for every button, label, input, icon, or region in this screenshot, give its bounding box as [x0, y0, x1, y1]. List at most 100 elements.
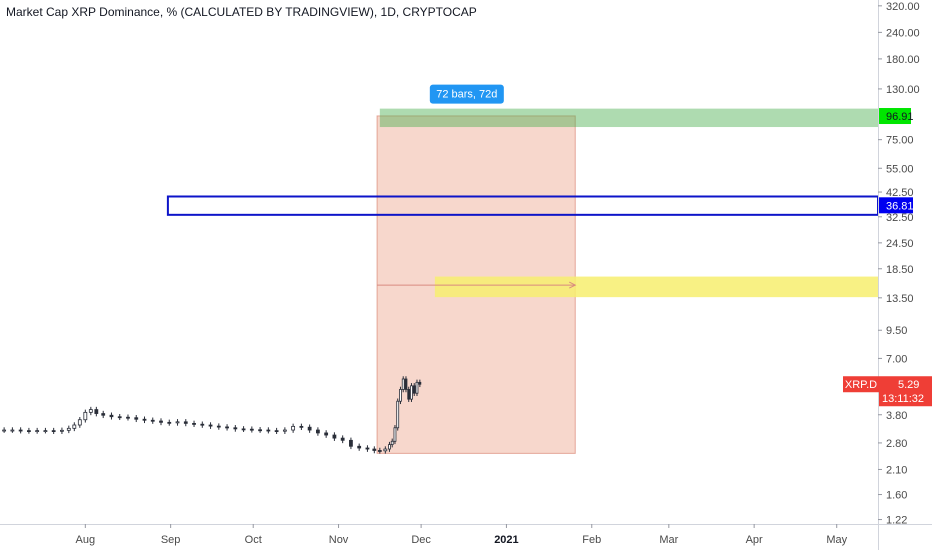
candle-body: [233, 427, 238, 430]
candle: [372, 446, 377, 454]
time-tick-label: Mar: [659, 534, 678, 546]
overlay-labels-layer: 72 bars, 72d: [429, 84, 504, 104]
candle-body: [390, 440, 394, 445]
time-tick-label: Feb: [582, 534, 601, 546]
time-tick-label: Oct: [245, 534, 262, 546]
candle-body: [415, 381, 419, 394]
candle: [117, 413, 122, 421]
date-range-label: 72 bars, 72d: [436, 89, 497, 101]
time-tick-label: Nov: [329, 534, 349, 546]
price-tick-label: 18.50: [886, 264, 914, 276]
last-price-value: 5.29: [898, 379, 919, 391]
candle-body: [159, 420, 163, 423]
candle: [175, 419, 180, 426]
time-tick-label: Aug: [76, 534, 96, 546]
candle: [66, 425, 71, 434]
candle-body: [349, 439, 353, 447]
time-tick-label: Apr: [746, 534, 763, 546]
chart-title: Market Cap XRP Dominance, % (CALCULATED …: [6, 5, 477, 19]
candle-body: [175, 421, 180, 424]
measure-arrow-head: [569, 281, 577, 289]
price-tick-label: 9.50: [886, 325, 907, 337]
price-tick-label: 55.00: [886, 163, 914, 175]
candle-body: [2, 429, 7, 432]
candle: [26, 427, 31, 434]
candle: [291, 423, 296, 433]
candle-body: [66, 427, 71, 431]
candle: [134, 414, 139, 423]
candle-body: [43, 430, 48, 433]
candle-body: [399, 389, 402, 402]
candle-body: [60, 429, 64, 432]
candle: [258, 427, 262, 433]
price-tick-label: 2.10: [886, 464, 907, 476]
candle: [274, 427, 279, 434]
price-tick-label: 1.22: [886, 515, 907, 527]
candle: [390, 438, 394, 448]
price-tick-label: 2.80: [886, 438, 907, 450]
candle: [418, 379, 422, 388]
candle-body: [208, 424, 213, 427]
candle: [72, 422, 77, 432]
candle: [126, 414, 130, 421]
candle-body: [200, 423, 205, 426]
symbol-label-bg: [843, 376, 879, 393]
candle-body: [274, 430, 279, 433]
candle-body: [377, 450, 382, 452]
candle: [349, 437, 353, 450]
time-tick-label: Dec: [411, 534, 431, 546]
candle-body: [324, 432, 329, 436]
candle-body: [94, 409, 99, 414]
candle-body: [383, 448, 388, 452]
candle: [340, 435, 345, 444]
candle: [142, 416, 147, 424]
candle-body: [340, 437, 345, 441]
candle-body: [117, 416, 122, 419]
candle: [159, 418, 163, 426]
candle: [150, 417, 155, 424]
candle: [396, 398, 400, 431]
candle: [200, 421, 205, 428]
candle-body: [418, 381, 422, 385]
candle: [241, 426, 246, 432]
candle-body: [192, 423, 196, 425]
candle: [393, 425, 397, 445]
candle-body: [150, 419, 155, 422]
blue-level-label: 36.81: [886, 200, 914, 212]
candle-body: [258, 429, 262, 432]
candle-body: [142, 418, 147, 421]
price-tick-label: 13.50: [886, 293, 914, 305]
candle-body: [83, 411, 88, 421]
yellow-zone: [434, 276, 878, 298]
candle: [109, 412, 114, 420]
candle-body: [77, 419, 82, 426]
candle: [415, 379, 419, 397]
candle: [183, 419, 188, 427]
candle: [51, 427, 56, 434]
candle: [357, 443, 362, 451]
candle-body: [357, 445, 362, 449]
price-tick-label: 32.50: [886, 212, 914, 224]
price-tick-label: 3.80: [886, 410, 907, 422]
candle-body: [315, 429, 320, 434]
candle-body: [388, 444, 391, 450]
candle: [216, 423, 221, 430]
candle-body: [88, 409, 93, 413]
candle: [332, 432, 337, 441]
candle: [60, 427, 64, 434]
candle: [266, 427, 271, 434]
candle-body: [51, 430, 56, 433]
candle: [407, 386, 411, 402]
candle-body: [101, 413, 106, 416]
candle-body: [299, 425, 304, 428]
candle-body: [412, 385, 416, 394]
candle-body: [249, 428, 254, 431]
price-tick-label: 180.00: [886, 54, 920, 66]
candle-body: [167, 421, 172, 424]
candle-body: [216, 425, 221, 428]
candle: [365, 445, 370, 452]
blue-level-label-bg: [879, 197, 913, 214]
price-tick-label: 1.60: [886, 490, 907, 502]
candle-body: [407, 389, 411, 400]
